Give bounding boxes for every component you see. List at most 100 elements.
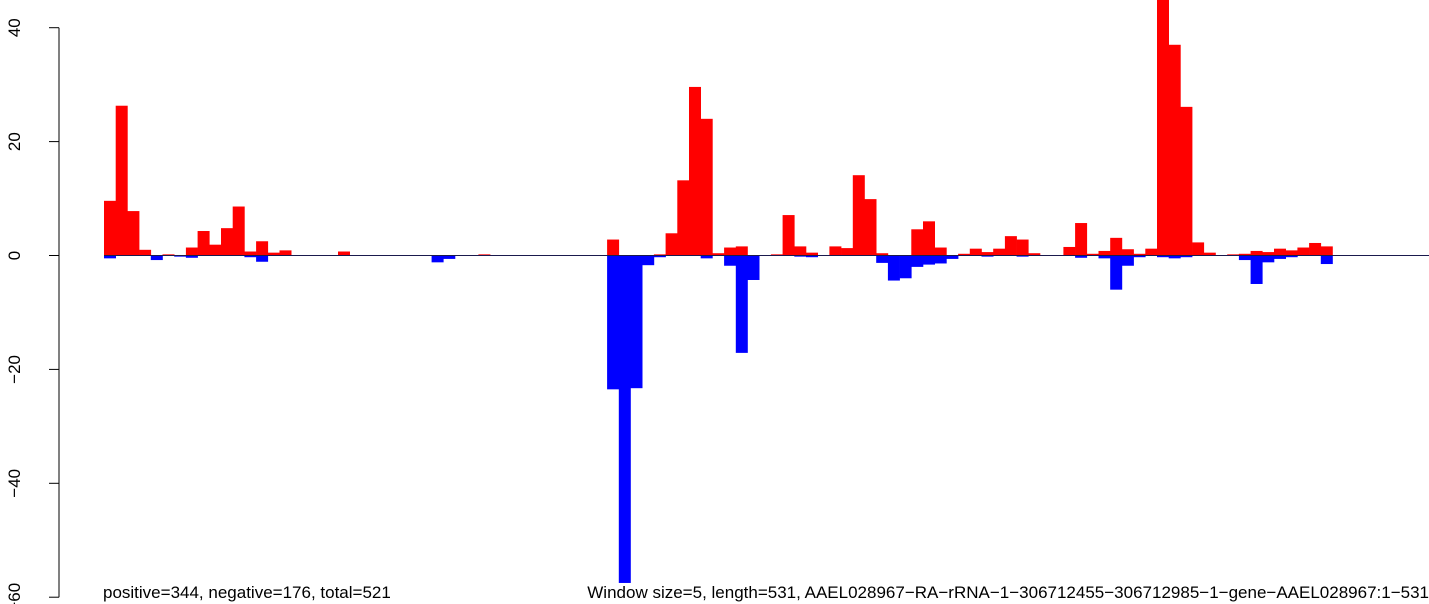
positive-bar-83 [1063, 246, 1076, 256]
positive-bar-58 [770, 254, 783, 256]
positive-bar-52 [700, 118, 713, 256]
negative-bar-5 [150, 255, 163, 261]
positive-bar-72 [934, 247, 947, 256]
positive-bar-70 [911, 229, 924, 256]
negative-bar-47 [642, 255, 655, 266]
positive-bar-2 [115, 105, 128, 256]
positive-bar-8 [185, 247, 198, 256]
negative-bar-68 [887, 255, 900, 281]
negative-bar-54 [724, 255, 737, 266]
positive-bar-15 [267, 252, 280, 256]
negative-bar-92 [1168, 255, 1181, 259]
y-tick-label-40: 40 [5, 18, 24, 37]
positive-bar-6 [162, 254, 175, 256]
negative-bar-73 [946, 255, 959, 259]
negative-bar-46 [630, 255, 643, 389]
positive-bar-10 [209, 244, 222, 256]
negative-bar-67 [876, 255, 889, 263]
positive-bar-99 [1250, 250, 1263, 256]
positive-bar-11 [221, 228, 233, 256]
positive-bar-60 [794, 246, 807, 256]
negative-bar-52 [700, 255, 713, 259]
positive-bar-65 [852, 175, 865, 256]
negative-bar-72 [934, 255, 947, 264]
negative-bar-1 [104, 255, 116, 259]
positive-bar-101 [1274, 248, 1286, 256]
positive-bar-74 [958, 253, 971, 256]
positive-bar-88 [1121, 249, 1134, 256]
positive-bar-67 [876, 253, 889, 256]
positive-bar-49 [665, 233, 678, 256]
negative-bar-101 [1274, 255, 1286, 259]
negative-bar-102 [1285, 255, 1298, 258]
y-tick-label--60: −60 [5, 583, 24, 604]
negative-bar-48 [653, 255, 666, 258]
positive-bar-87 [1110, 237, 1123, 256]
negative-bar-8 [185, 255, 198, 258]
positive-bar-79 [1016, 239, 1029, 256]
positive-bar-48 [653, 254, 666, 256]
positive-bar-61 [806, 252, 818, 256]
positive-bar-105 [1320, 246, 1333, 256]
footer-counts: positive=344, negative=176, total=521 [103, 583, 391, 602]
positive-bar-98 [1238, 253, 1251, 256]
positive-bar-53 [712, 253, 725, 256]
negative-bar-91 [1157, 255, 1169, 258]
positive-bar-51 [689, 86, 701, 256]
positive-bar-91 [1157, 0, 1169, 256]
negative-bars [104, 255, 1333, 583]
negative-bar-71 [923, 255, 935, 265]
positive-bar-33 [478, 254, 491, 256]
positive-bar-13 [244, 251, 257, 256]
positive-bar-9 [197, 231, 210, 256]
positive-bar-50 [677, 180, 690, 256]
negative-bar-76 [981, 255, 994, 257]
negative-bar-44 [607, 255, 620, 390]
positive-bar-44 [607, 239, 620, 256]
negative-bar-84 [1075, 255, 1088, 258]
footer-window-info: Window size=5, length=531, AAEL028967−RA… [587, 583, 1429, 602]
positive-bar-77 [993, 248, 1006, 256]
positive-bar-100 [1262, 252, 1275, 256]
negative-bar-55 [735, 255, 748, 353]
negative-bar-87 [1110, 255, 1123, 290]
negative-bar-45 [618, 255, 631, 583]
positive-bar-78 [1004, 236, 1017, 256]
positive-bar-12 [232, 206, 245, 256]
positive-bar-95 [1203, 252, 1216, 256]
positive-bar-89 [1133, 253, 1146, 256]
negative-bar-7 [174, 255, 187, 257]
negative-bar-89 [1133, 255, 1146, 258]
negative-bar-98 [1238, 255, 1251, 261]
positive-bar-94 [1192, 242, 1205, 256]
negative-bar-56 [747, 255, 760, 280]
negative-bar-61 [806, 255, 818, 258]
positive-bar-54 [724, 247, 737, 256]
positive-bar-75 [969, 248, 982, 256]
negative-bar-14 [256, 255, 269, 262]
negative-bar-100 [1262, 255, 1275, 263]
positive-bar-71 [923, 221, 935, 256]
negative-bar-86 [1098, 255, 1111, 259]
negative-bar-60 [794, 255, 807, 257]
y-tick-label-20: 20 [5, 132, 24, 151]
y-tick-label--40: −40 [5, 469, 24, 498]
positive-bar-90 [1145, 248, 1158, 256]
positive-bar-80 [1028, 253, 1041, 256]
positive-bar-1 [104, 200, 116, 256]
y-tick-label--20: −20 [5, 355, 24, 384]
positive-bar-66 [864, 199, 877, 256]
y-tick-label-0: 0 [5, 251, 24, 260]
positive-bar-59 [782, 215, 795, 256]
positive-bar-64 [841, 248, 854, 256]
positive-bar-16 [279, 250, 292, 256]
positive-bar-4 [139, 249, 152, 256]
negative-bar-29 [431, 255, 444, 263]
positive-bar-85 [1086, 253, 1099, 256]
negative-bar-70 [911, 255, 924, 267]
negative-bar-88 [1121, 255, 1134, 266]
positive-bars [104, 0, 1333, 256]
negative-bar-69 [899, 255, 912, 279]
positive-bar-3 [127, 211, 140, 256]
